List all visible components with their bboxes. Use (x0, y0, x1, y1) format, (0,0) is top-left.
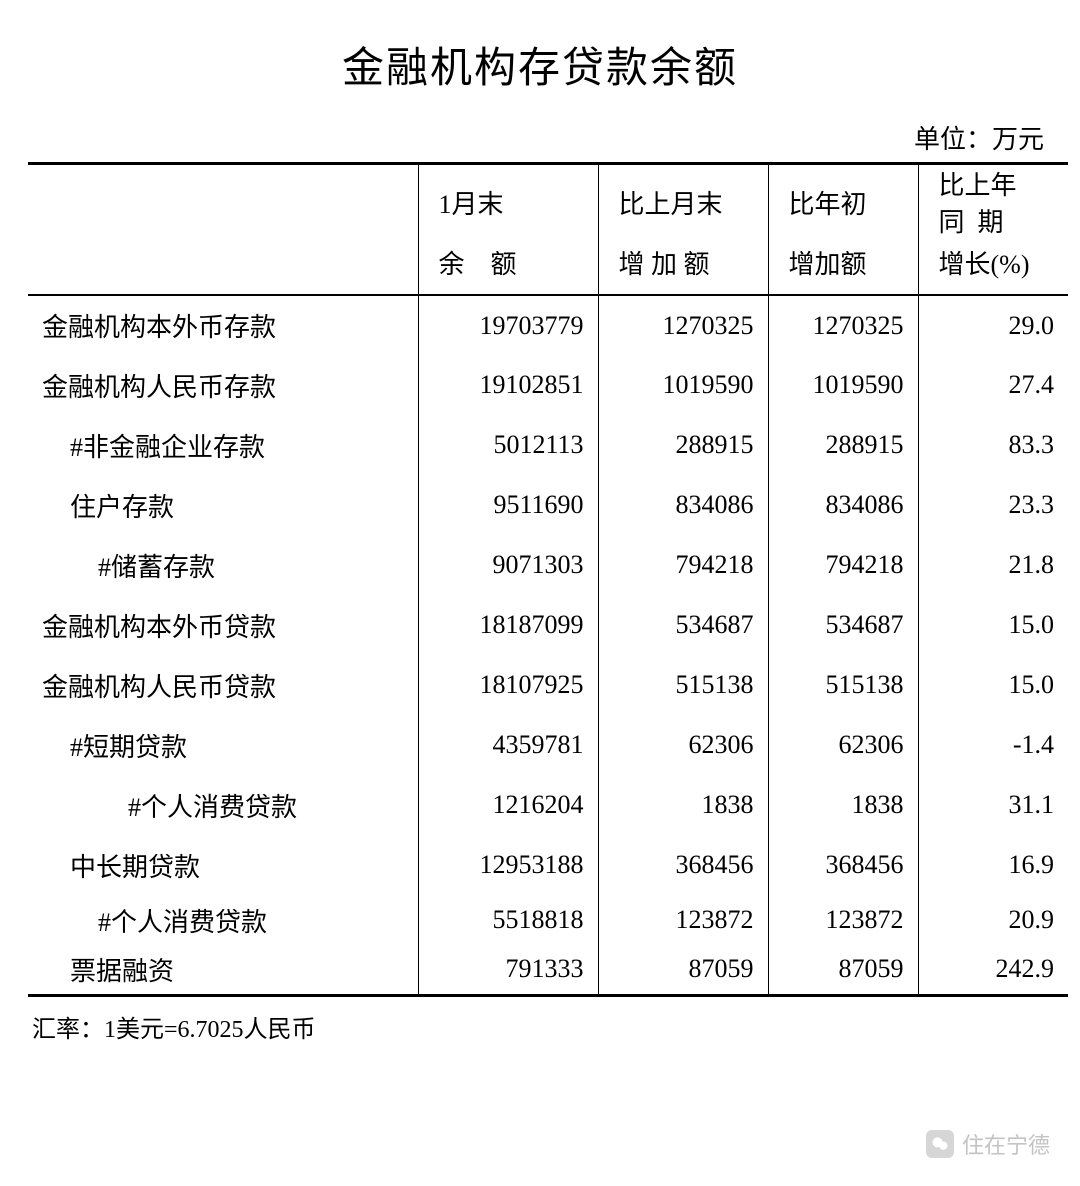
header-blank-2 (28, 239, 418, 295)
row-label: 住户存款 (28, 475, 418, 535)
cell-yoy: 15.0 (918, 595, 1068, 655)
cell-balance: 4359781 (418, 715, 598, 775)
unit-label: 单位：万元 (28, 119, 1052, 156)
cell-ytd: 288915 (768, 415, 918, 475)
table-row: #储蓄存款907130379421879421821.8 (28, 535, 1068, 595)
header-balance-1: 1月末 (418, 164, 598, 240)
cell-balance: 18187099 (418, 595, 598, 655)
cell-ytd: 87059 (768, 945, 918, 995)
cell-ytd: 368456 (768, 835, 918, 895)
row-label: #短期贷款 (28, 715, 418, 775)
cell-yoy: 15.0 (918, 655, 1068, 715)
cell-yoy: -1.4 (918, 715, 1068, 775)
cell-yoy: 27.4 (918, 355, 1068, 415)
table-row: #个人消费贷款12162041838183831.1 (28, 775, 1068, 835)
cell-yoy: 29.0 (918, 295, 1068, 355)
cell-balance: 12953188 (418, 835, 598, 895)
cell-balance: 9511690 (418, 475, 598, 535)
row-label: 金融机构本外币存款 (28, 295, 418, 355)
table-row: #短期贷款43597816230662306-1.4 (28, 715, 1068, 775)
table-row: 票据融资7913338705987059242.9 (28, 945, 1068, 995)
table-row: #个人消费贷款551881812387212387220.9 (28, 895, 1068, 945)
cell-ytd: 515138 (768, 655, 918, 715)
cell-balance: 791333 (418, 945, 598, 995)
cell-balance: 5012113 (418, 415, 598, 475)
cell-yoy: 20.9 (918, 895, 1068, 945)
header-yoy-2: 增长(%) (918, 239, 1068, 295)
header-yoy-1: 比上年同期 (918, 164, 1068, 240)
row-label: 中长期贷款 (28, 835, 418, 895)
page-title: 金融机构存贷款余额 (28, 34, 1052, 95)
header-balance-2: 余 额 (418, 239, 598, 295)
table-body: 金融机构本外币存款197037791270325127032529.0金融机构人… (28, 295, 1068, 995)
cell-yoy: 23.3 (918, 475, 1068, 535)
cell-mom: 794218 (598, 535, 768, 595)
cell-balance: 1216204 (418, 775, 598, 835)
cell-mom: 288915 (598, 415, 768, 475)
cell-mom: 534687 (598, 595, 768, 655)
wechat-icon (926, 1130, 954, 1158)
cell-ytd: 1019590 (768, 355, 918, 415)
header-ytd-2: 增加额 (768, 239, 918, 295)
row-label: #储蓄存款 (28, 535, 418, 595)
page: 金融机构存贷款余额 单位：万元 1月末 比上月末 比年初 比上年同期 余 额 增… (0, 0, 1080, 1186)
cell-mom: 123872 (598, 895, 768, 945)
table-row: 住户存款951169083408683408623.3 (28, 475, 1068, 535)
header-blank (28, 164, 418, 240)
cell-ytd: 62306 (768, 715, 918, 775)
row-label: #个人消费贷款 (28, 775, 418, 835)
watermark-text: 住在宁德 (962, 1128, 1050, 1160)
cell-ytd: 1838 (768, 775, 918, 835)
header-ytd-1: 比年初 (768, 164, 918, 240)
table-row: 金融机构人民币存款191028511019590101959027.4 (28, 355, 1068, 415)
cell-mom: 87059 (598, 945, 768, 995)
cell-mom: 515138 (598, 655, 768, 715)
footnote-exchange-rate: 汇率：1美元=6.7025人民币 (28, 997, 1052, 1044)
table-header: 1月末 比上月末 比年初 比上年同期 余 额 增 加 额 增加额 增长(%) (28, 164, 1068, 296)
cell-mom: 1270325 (598, 295, 768, 355)
cell-mom: 62306 (598, 715, 768, 775)
cell-mom: 1838 (598, 775, 768, 835)
cell-balance: 19102851 (418, 355, 598, 415)
cell-yoy: 83.3 (918, 415, 1068, 475)
row-label: #个人消费贷款 (28, 895, 418, 945)
source-watermark: 住在宁德 (926, 1128, 1050, 1160)
cell-mom: 1019590 (598, 355, 768, 415)
header-mom-1: 比上月末 (598, 164, 768, 240)
table-row: #非金融企业存款501211328891528891583.3 (28, 415, 1068, 475)
cell-ytd: 794218 (768, 535, 918, 595)
cell-mom: 834086 (598, 475, 768, 535)
cell-ytd: 1270325 (768, 295, 918, 355)
cell-yoy: 242.9 (918, 945, 1068, 995)
row-label: 票据融资 (28, 945, 418, 995)
cell-balance: 5518818 (418, 895, 598, 945)
table-row: 金融机构本外币贷款1818709953468753468715.0 (28, 595, 1068, 655)
cell-balance: 19703779 (418, 295, 598, 355)
cell-yoy: 16.9 (918, 835, 1068, 895)
cell-ytd: 534687 (768, 595, 918, 655)
row-label: 金融机构人民币存款 (28, 355, 418, 415)
financial-table: 1月末 比上月末 比年初 比上年同期 余 额 增 加 额 增加额 增长(%) 金… (28, 162, 1068, 997)
cell-ytd: 834086 (768, 475, 918, 535)
row-label: 金融机构本外币贷款 (28, 595, 418, 655)
table-row: 中长期贷款1295318836845636845616.9 (28, 835, 1068, 895)
row-label: 金融机构人民币贷款 (28, 655, 418, 715)
table-row: 金融机构人民币贷款1810792551513851513815.0 (28, 655, 1068, 715)
row-label: #非金融企业存款 (28, 415, 418, 475)
cell-ytd: 123872 (768, 895, 918, 945)
cell-balance: 9071303 (418, 535, 598, 595)
table-row: 金融机构本外币存款197037791270325127032529.0 (28, 295, 1068, 355)
cell-yoy: 21.8 (918, 535, 1068, 595)
header-mom-2: 增 加 额 (598, 239, 768, 295)
cell-balance: 18107925 (418, 655, 598, 715)
cell-mom: 368456 (598, 835, 768, 895)
cell-yoy: 31.1 (918, 775, 1068, 835)
